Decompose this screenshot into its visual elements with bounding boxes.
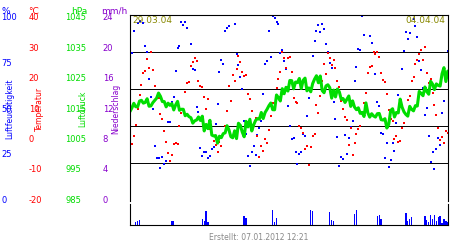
Text: Luftfeuchtigkeit: Luftfeuchtigkeit [5, 79, 14, 139]
Text: 0: 0 [103, 196, 108, 205]
Text: °C: °C [29, 7, 39, 16]
Text: 20: 20 [103, 44, 113, 52]
Bar [432, 219, 433, 225]
Bar [443, 218, 445, 225]
Bar [430, 215, 431, 225]
Bar [245, 218, 247, 225]
Bar [356, 210, 357, 225]
Text: 25: 25 [1, 150, 12, 159]
Text: 1015: 1015 [65, 104, 86, 114]
Text: 40: 40 [29, 13, 39, 22]
Bar [243, 216, 245, 225]
Bar [354, 214, 355, 225]
Bar [437, 216, 439, 225]
Text: 04.04.04: 04.04.04 [405, 16, 446, 25]
Bar [445, 222, 446, 225]
Bar [407, 221, 409, 225]
Text: 995: 995 [65, 166, 81, 174]
Bar [436, 221, 437, 225]
Bar [378, 215, 380, 225]
Bar [274, 222, 275, 225]
Text: 8: 8 [103, 135, 108, 144]
Text: 20: 20 [29, 74, 39, 83]
Text: 75: 75 [1, 59, 12, 68]
Text: 985: 985 [65, 196, 81, 205]
Bar [171, 221, 172, 225]
Bar [405, 213, 406, 225]
Text: 100: 100 [1, 13, 17, 22]
Bar [424, 216, 426, 225]
Bar [331, 220, 333, 225]
Text: 1025: 1025 [65, 74, 86, 83]
Text: -10: -10 [29, 166, 42, 174]
Text: 50: 50 [1, 104, 12, 114]
Bar [207, 222, 209, 225]
Bar [426, 220, 428, 225]
Text: 16: 16 [103, 74, 113, 83]
Text: 30: 30 [29, 44, 39, 52]
Bar [206, 211, 207, 225]
Text: Luftdruck: Luftdruck [79, 91, 88, 127]
Text: -20: -20 [29, 196, 42, 205]
Bar [137, 221, 138, 225]
Bar [276, 218, 277, 225]
Bar [377, 216, 378, 225]
Bar [428, 222, 429, 225]
Text: 4: 4 [103, 166, 108, 174]
Text: Niederschlag: Niederschlag [111, 84, 120, 134]
Bar [203, 221, 205, 225]
Text: 12: 12 [103, 104, 113, 114]
Bar [310, 210, 311, 225]
Bar [411, 218, 412, 225]
Text: Erstellt: 07.01.2012 12:21: Erstellt: 07.01.2012 12:21 [209, 233, 309, 242]
Text: 1045: 1045 [65, 13, 86, 22]
Bar [135, 222, 136, 225]
Bar [434, 215, 435, 225]
Bar [409, 219, 410, 225]
Text: 1005: 1005 [65, 135, 86, 144]
Text: 0: 0 [29, 135, 34, 144]
Text: hPa: hPa [72, 7, 88, 16]
Bar [312, 211, 313, 225]
Bar [272, 210, 273, 225]
Bar [329, 212, 330, 225]
Bar [333, 221, 334, 225]
Bar [440, 216, 441, 225]
Bar [441, 222, 443, 225]
Bar [139, 220, 140, 225]
Text: 10: 10 [29, 104, 39, 114]
Text: 1035: 1035 [65, 44, 86, 52]
Bar [202, 219, 203, 225]
Text: Temperatur: Temperatur [35, 87, 44, 131]
Bar [447, 222, 448, 225]
Text: %: % [1, 7, 10, 16]
Text: 0: 0 [1, 196, 7, 205]
Text: 24: 24 [103, 13, 113, 22]
Text: 29.03.04: 29.03.04 [132, 16, 172, 25]
Text: mm/h: mm/h [101, 7, 128, 16]
Bar [173, 221, 175, 225]
Bar [381, 220, 382, 225]
